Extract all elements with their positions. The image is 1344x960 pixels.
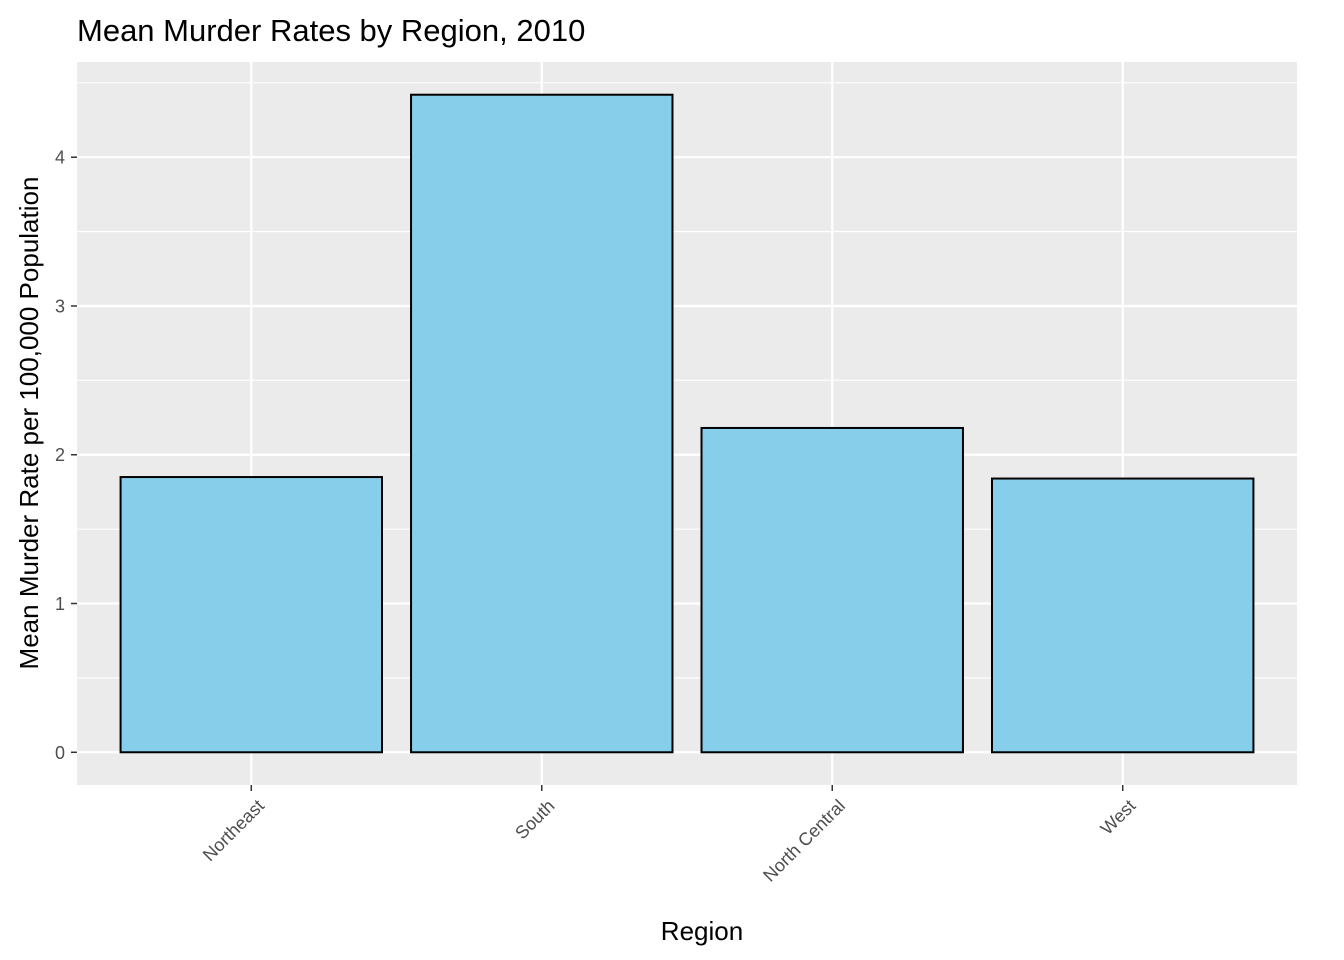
bar-north-central [700,426,964,754]
y-axis-title: Mean Murder Rate per 100,000 Population [14,177,44,670]
y-tick-label: 4 [55,148,65,168]
y-tick-label: 3 [55,296,65,316]
bar-west [991,477,1255,754]
x-axis-title: Region [661,916,743,946]
y-tick-label: 2 [55,445,65,465]
x-tick-label: North Central [759,796,849,886]
x-tick-label: West [1097,796,1140,839]
x-axis-ticks: Northeast South North Central West [199,785,1140,886]
bars [119,93,1255,754]
x-tick-label: Northeast [199,796,268,865]
bar-south [410,93,674,754]
chart-title: Mean Murder Rates by Region, 2010 [77,13,585,48]
y-tick-label: 0 [55,743,65,763]
bar-northeast [119,476,383,754]
y-tick-label: 1 [55,594,65,614]
x-tick-label: South [511,796,558,843]
y-axis-ticks: 0 1 2 3 4 [55,148,77,763]
